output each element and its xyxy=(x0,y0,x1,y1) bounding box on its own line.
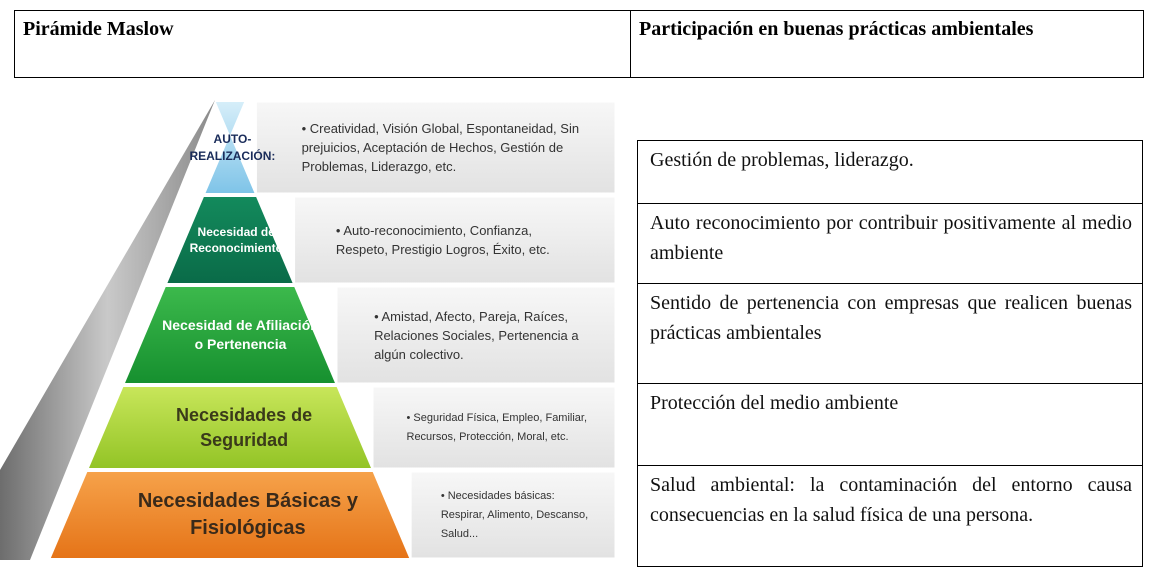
level-desc-bg xyxy=(336,286,616,384)
level-description: • Necesidades básicas: Respirar, Aliment… xyxy=(440,489,589,540)
level-description: • Amistad, Afecto, Pareja, Raíces, Relac… xyxy=(374,308,579,362)
level-label: Necesidad de Afiliación o Pertenencia xyxy=(162,317,319,352)
table-cell: Salud ambiental: la contaminación del en… xyxy=(637,465,1143,567)
level-description: • Auto-reconocimiento, Confianza, Respet… xyxy=(335,223,550,257)
level-desc-bg xyxy=(255,101,616,194)
level-shape xyxy=(50,472,410,558)
table-cell: Sentido de pertenencia con empresas que … xyxy=(637,283,1143,384)
level-desc-bg xyxy=(410,471,616,559)
header-right: Participación en buenas prácticas ambien… xyxy=(630,10,1144,78)
level-description: • Creatividad, Visión Global, Espontanei… xyxy=(301,121,580,174)
table-cell: Gestión de problemas, liderazgo. xyxy=(637,140,1143,204)
level-description: • Seguridad Física, Empleo, Familiar, Re… xyxy=(406,411,588,443)
table-cell: Auto reconocimiento por contribuir posit… xyxy=(637,203,1143,284)
level-desc-bg xyxy=(372,386,616,469)
level-shape xyxy=(125,287,335,383)
pyramid-shapes xyxy=(0,100,616,560)
decor-stripe xyxy=(0,100,215,560)
table-cell: Protección del medio ambiente xyxy=(637,383,1143,466)
level-shape xyxy=(205,102,255,193)
level-desc-bg xyxy=(294,196,616,284)
level-shape xyxy=(167,197,293,283)
level-shape xyxy=(89,387,371,468)
level-label: Necesidad de Reconocimiento xyxy=(189,224,283,255)
level-label: Necesidades de Seguridad xyxy=(176,405,313,450)
level-label: Necesidades Básicas y Fisiológicas xyxy=(137,490,358,539)
level-label: AUTO-REALIZACIÓN: xyxy=(189,132,276,163)
